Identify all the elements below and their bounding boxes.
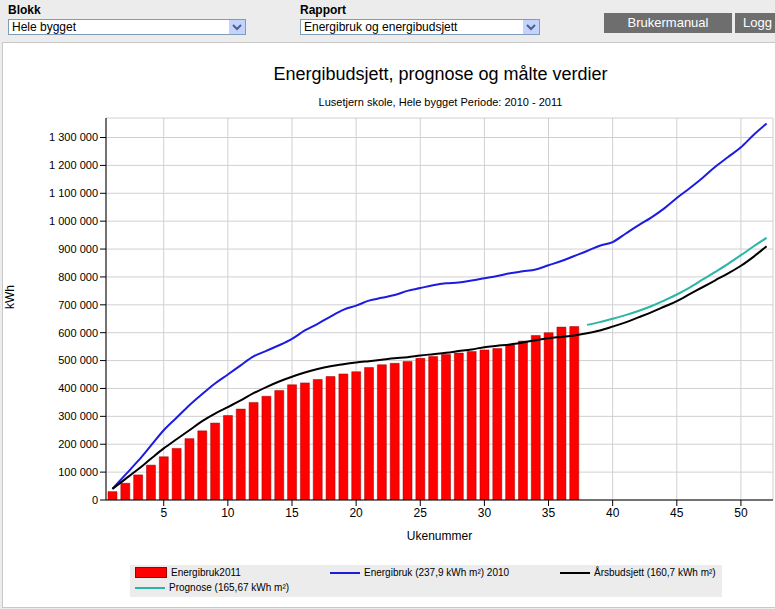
svg-text:40: 40 <box>606 506 620 520</box>
svg-text:30: 30 <box>478 506 492 520</box>
svg-text:600 000: 600 000 <box>58 327 98 339</box>
html-text:Energibruk (237,9 kWh m²) 2010: Energibruk (237,9 kWh m²) 2010 <box>364 567 510 578</box>
svg-text:50: 50 <box>734 506 748 520</box>
html-text:Lusetjern skole, Hele bygget P: Lusetjern skole, Hele bygget Periode: 20… <box>318 96 563 108</box>
svg-text:300 000: 300 000 <box>58 410 98 422</box>
svg-text:20: 20 <box>349 506 363 520</box>
svg-text:400 000: 400 000 <box>58 382 98 394</box>
svg-text:5: 5 <box>160 506 167 520</box>
html-text:Hele bygget: Hele bygget <box>12 20 76 34</box>
svg-text:200 000: 200 000 <box>58 438 98 450</box>
svg-text:35: 35 <box>542 506 556 520</box>
svg-text:1 300 000: 1 300 000 <box>49 131 98 143</box>
html-text:Rapport: Rapport <box>300 3 346 17</box>
svg-text:kWh: kWh <box>8 285 17 309</box>
html-text:Logg: Logg <box>743 15 772 30</box>
svg-text:10: 10 <box>221 506 235 520</box>
svg-text:15: 15 <box>285 506 299 520</box>
html-text:Blokk: Blokk <box>8 3 41 17</box>
html-text:Årsbudsjett (160,7 kWh m²): Årsbudsjett (160,7 kWh m²) <box>594 567 716 578</box>
html-text:Energibruk og energibudsjett: Energibruk og energibudsjett <box>304 20 458 34</box>
svg-text:500 000: 500 000 <box>58 354 98 366</box>
svg-text:25: 25 <box>414 506 428 520</box>
svg-text:800 000: 800 000 <box>58 271 98 283</box>
svg-text:0: 0 <box>92 494 98 506</box>
svg-text:1 100 000: 1 100 000 <box>49 187 98 199</box>
svg-text:900 000: 900 000 <box>58 243 98 255</box>
html-text:Energibruk2011: Energibruk2011 <box>171 567 241 578</box>
svg-text:1 000 000: 1 000 000 <box>49 215 98 227</box>
svg-text:1 200 000: 1 200 000 <box>49 159 98 171</box>
svg-text:700 000: 700 000 <box>58 299 98 311</box>
html-text:Prognose (165,67 kWh m²): Prognose (165,67 kWh m²) <box>169 582 290 593</box>
svg-text:45: 45 <box>670 506 684 520</box>
svg-text:100 000: 100 000 <box>58 466 98 478</box>
html-text:Energibudsjett, prognose og må: Energibudsjett, prognose og målte verdie… <box>273 64 608 84</box>
svg-text:Ukenummer: Ukenummer <box>407 529 472 543</box>
html-text:Brukermanual: Brukermanual <box>627 15 709 30</box>
